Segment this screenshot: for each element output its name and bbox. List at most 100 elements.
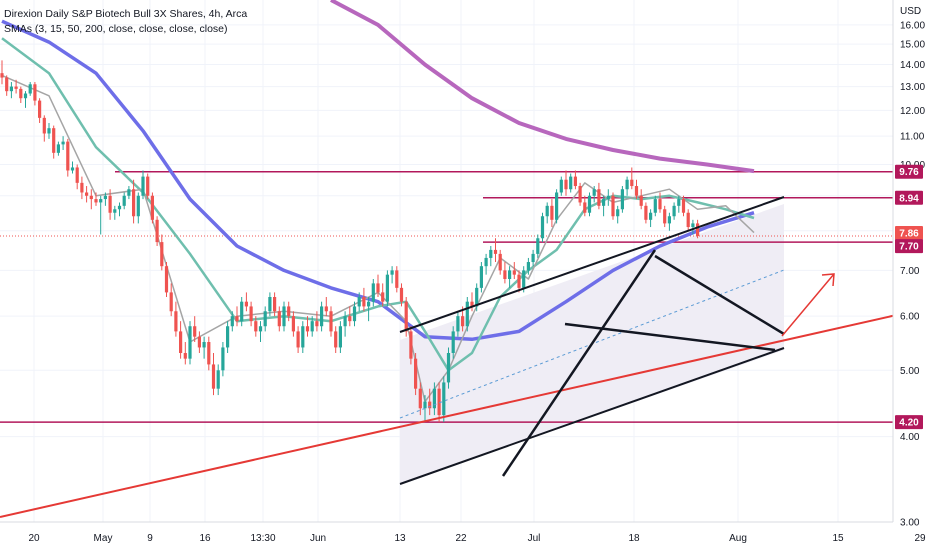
candle[interactable] bbox=[649, 209, 653, 228]
candle[interactable] bbox=[409, 326, 413, 365]
time-axis[interactable]: 20 May 9 16 13:30 Jun 13 22 Jul 18 Aug 15 29 bbox=[0, 521, 926, 544]
candle[interactable] bbox=[310, 316, 314, 337]
candle[interactable] bbox=[667, 212, 671, 231]
sma-200-line[interactable] bbox=[330, 0, 755, 174]
candle[interactable] bbox=[320, 301, 324, 332]
candle[interactable] bbox=[296, 326, 300, 354]
candle[interactable] bbox=[658, 192, 662, 213]
candle[interactable] bbox=[0, 60, 4, 85]
candle[interactable] bbox=[5, 75, 9, 96]
candle[interactable] bbox=[634, 179, 639, 200]
candle[interactable] bbox=[531, 249, 535, 267]
candle[interactable] bbox=[188, 321, 192, 365]
candle[interactable] bbox=[352, 301, 357, 327]
candle[interactable] bbox=[33, 82, 37, 106]
price-axis[interactable]: USD3.004.005.006.007.008.009.0010.0011.0… bbox=[892, 0, 932, 550]
candle[interactable] bbox=[244, 292, 248, 312]
candle[interactable] bbox=[202, 336, 206, 359]
candle[interactable] bbox=[418, 382, 422, 416]
candle[interactable] bbox=[291, 311, 295, 337]
candle[interactable] bbox=[146, 173, 150, 200]
candle[interactable] bbox=[616, 205, 620, 224]
candle[interactable] bbox=[696, 219, 700, 239]
candle[interactable] bbox=[493, 238, 498, 263]
candle[interactable] bbox=[66, 138, 70, 177]
candle[interactable] bbox=[653, 195, 657, 217]
candle[interactable] bbox=[639, 189, 643, 210]
candle[interactable] bbox=[606, 189, 610, 206]
candle[interactable] bbox=[446, 347, 451, 389]
wedge-lower-line[interactable] bbox=[564, 322, 776, 352]
candle[interactable] bbox=[305, 316, 310, 337]
candle[interactable] bbox=[155, 216, 159, 246]
candle[interactable] bbox=[602, 195, 606, 217]
candle[interactable] bbox=[395, 266, 399, 293]
candle[interactable] bbox=[385, 270, 389, 307]
candle[interactable] bbox=[108, 189, 112, 220]
candle[interactable] bbox=[19, 86, 23, 104]
candle[interactable] bbox=[362, 287, 366, 312]
candle[interactable] bbox=[559, 176, 563, 196]
candle[interactable] bbox=[677, 195, 681, 213]
candle[interactable] bbox=[28, 82, 32, 96]
candle[interactable] bbox=[315, 311, 319, 332]
candle[interactable] bbox=[334, 326, 338, 354]
candle[interactable] bbox=[179, 321, 183, 359]
candle[interactable] bbox=[691, 219, 695, 235]
candle[interactable] bbox=[564, 170, 568, 196]
candle[interactable] bbox=[489, 245, 493, 267]
candle[interactable] bbox=[357, 292, 361, 312]
candle[interactable] bbox=[164, 262, 169, 298]
candle[interactable] bbox=[367, 297, 371, 322]
candle[interactable] bbox=[583, 195, 587, 217]
candle[interactable] bbox=[536, 234, 540, 258]
candle[interactable] bbox=[141, 170, 145, 200]
candle[interactable] bbox=[136, 192, 140, 224]
candle[interactable] bbox=[38, 98, 42, 123]
candle[interactable] bbox=[174, 301, 178, 337]
candle[interactable] bbox=[273, 292, 277, 317]
channel-lower-line[interactable] bbox=[399, 347, 785, 485]
candle[interactable] bbox=[42, 115, 46, 142]
candle[interactable] bbox=[484, 253, 488, 275]
candle[interactable] bbox=[52, 125, 56, 159]
candle[interactable] bbox=[197, 331, 201, 354]
candle[interactable] bbox=[117, 202, 122, 217]
candle[interactable] bbox=[226, 321, 230, 354]
candle[interactable] bbox=[268, 292, 272, 317]
candle[interactable] bbox=[211, 353, 216, 396]
candle[interactable] bbox=[545, 202, 549, 224]
candle[interactable] bbox=[343, 311, 347, 337]
candle[interactable] bbox=[103, 192, 107, 206]
candle[interactable] bbox=[587, 192, 592, 217]
candle[interactable] bbox=[89, 189, 93, 210]
candle[interactable] bbox=[70, 161, 75, 174]
candle[interactable] bbox=[216, 364, 220, 396]
candle[interactable] bbox=[9, 82, 13, 99]
candle[interactable] bbox=[625, 176, 629, 196]
candle[interactable] bbox=[207, 336, 211, 371]
candle[interactable] bbox=[254, 316, 258, 337]
candle[interactable] bbox=[240, 297, 244, 327]
candle[interactable] bbox=[470, 292, 474, 312]
candle[interactable] bbox=[381, 283, 385, 307]
candle[interactable] bbox=[61, 136, 65, 150]
candle[interactable] bbox=[555, 189, 559, 224]
candle[interactable] bbox=[221, 342, 225, 377]
candle[interactable] bbox=[540, 212, 545, 243]
candle[interactable] bbox=[348, 306, 352, 327]
candle[interactable] bbox=[301, 321, 305, 354]
candle[interactable] bbox=[611, 192, 615, 220]
candle[interactable] bbox=[169, 283, 173, 317]
candle[interactable] bbox=[85, 186, 89, 203]
candle[interactable] bbox=[193, 316, 197, 343]
candle[interactable] bbox=[127, 186, 131, 200]
candle[interactable] bbox=[578, 182, 582, 206]
candle[interactable] bbox=[681, 195, 686, 217]
candle[interactable] bbox=[550, 199, 554, 228]
candle[interactable] bbox=[338, 321, 342, 354]
candle[interactable] bbox=[249, 301, 253, 327]
candle[interactable] bbox=[672, 202, 676, 220]
candle[interactable] bbox=[122, 192, 126, 210]
